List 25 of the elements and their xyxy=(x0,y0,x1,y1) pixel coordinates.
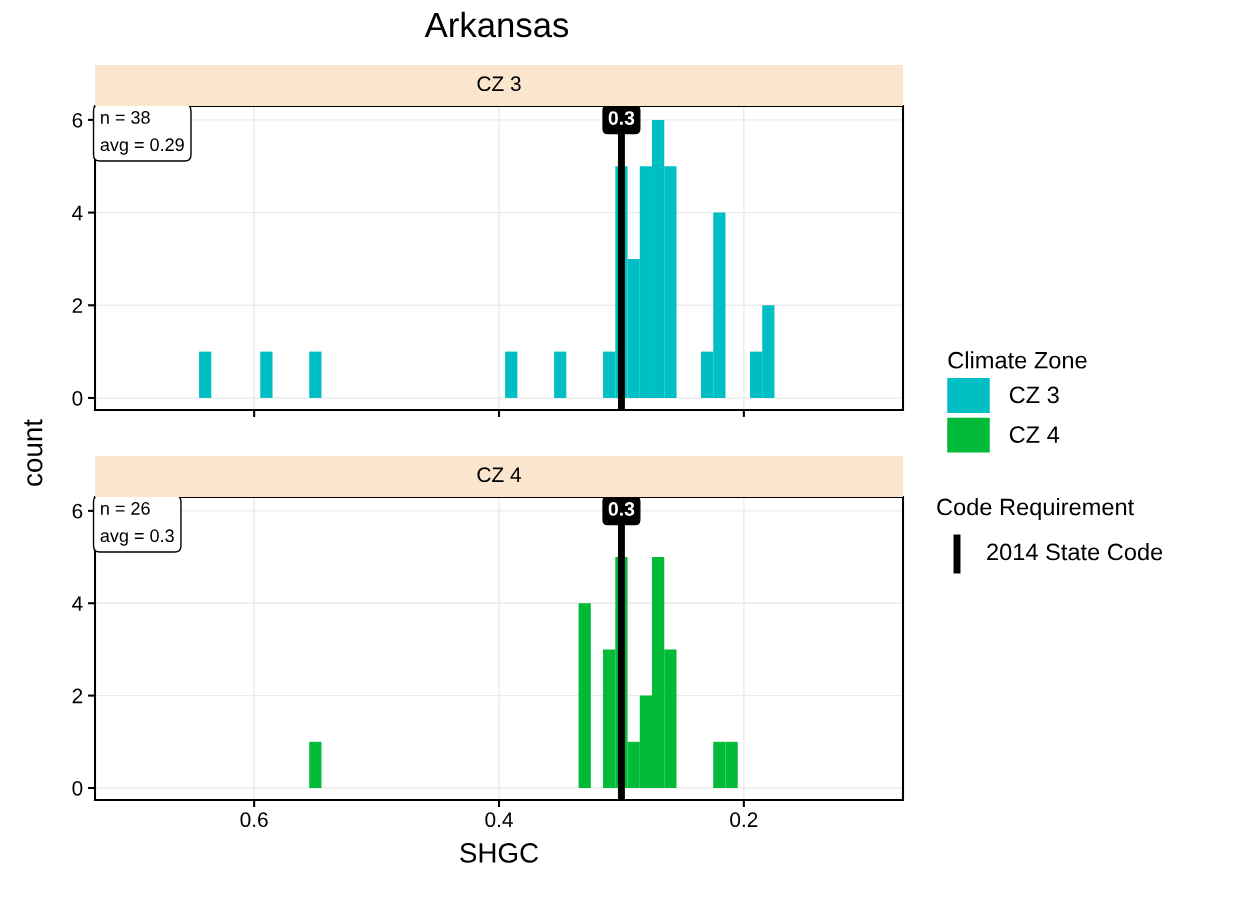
x-tick-label: 0.4 xyxy=(485,812,513,828)
y-tick-label: 6 xyxy=(72,112,83,128)
y-tick-label: 6 xyxy=(72,503,83,519)
x-tick-label: 0.6 xyxy=(240,812,268,828)
text: Code Requirement xyxy=(937,497,1135,520)
annotation: n = 38 avg = 0.29 xyxy=(100,111,184,155)
x-axis-title: SHGC xyxy=(460,843,539,863)
text: 2014 State Code xyxy=(987,542,1163,561)
chart-title: Arkansas xyxy=(424,11,569,38)
chart-subtitle: CZ 4 xyxy=(477,467,521,483)
annotation: n = 26 avg = 0.3 xyxy=(100,502,174,546)
y-tick-label: 0 xyxy=(72,780,83,796)
ref-line-label: 0.3 xyxy=(608,502,635,516)
y-tick-label: 0 xyxy=(72,390,83,406)
legend-label: CZ 4 xyxy=(1009,426,1060,443)
y-tick-label: 4 xyxy=(72,596,83,611)
y-tick-label: 4 xyxy=(72,205,83,221)
ref-line-label: 0.3 xyxy=(608,111,635,125)
y-tick-label: 2 xyxy=(72,298,83,313)
legend-label: CZ 3 xyxy=(1009,386,1059,404)
chart-subtitle: CZ 3 xyxy=(477,76,521,92)
y-tick-label: 2 xyxy=(72,688,83,704)
x-tick-label: 0.2 xyxy=(730,812,758,828)
legend-title: Climate Zone xyxy=(948,351,1087,369)
y-axis-title: count xyxy=(24,419,43,486)
